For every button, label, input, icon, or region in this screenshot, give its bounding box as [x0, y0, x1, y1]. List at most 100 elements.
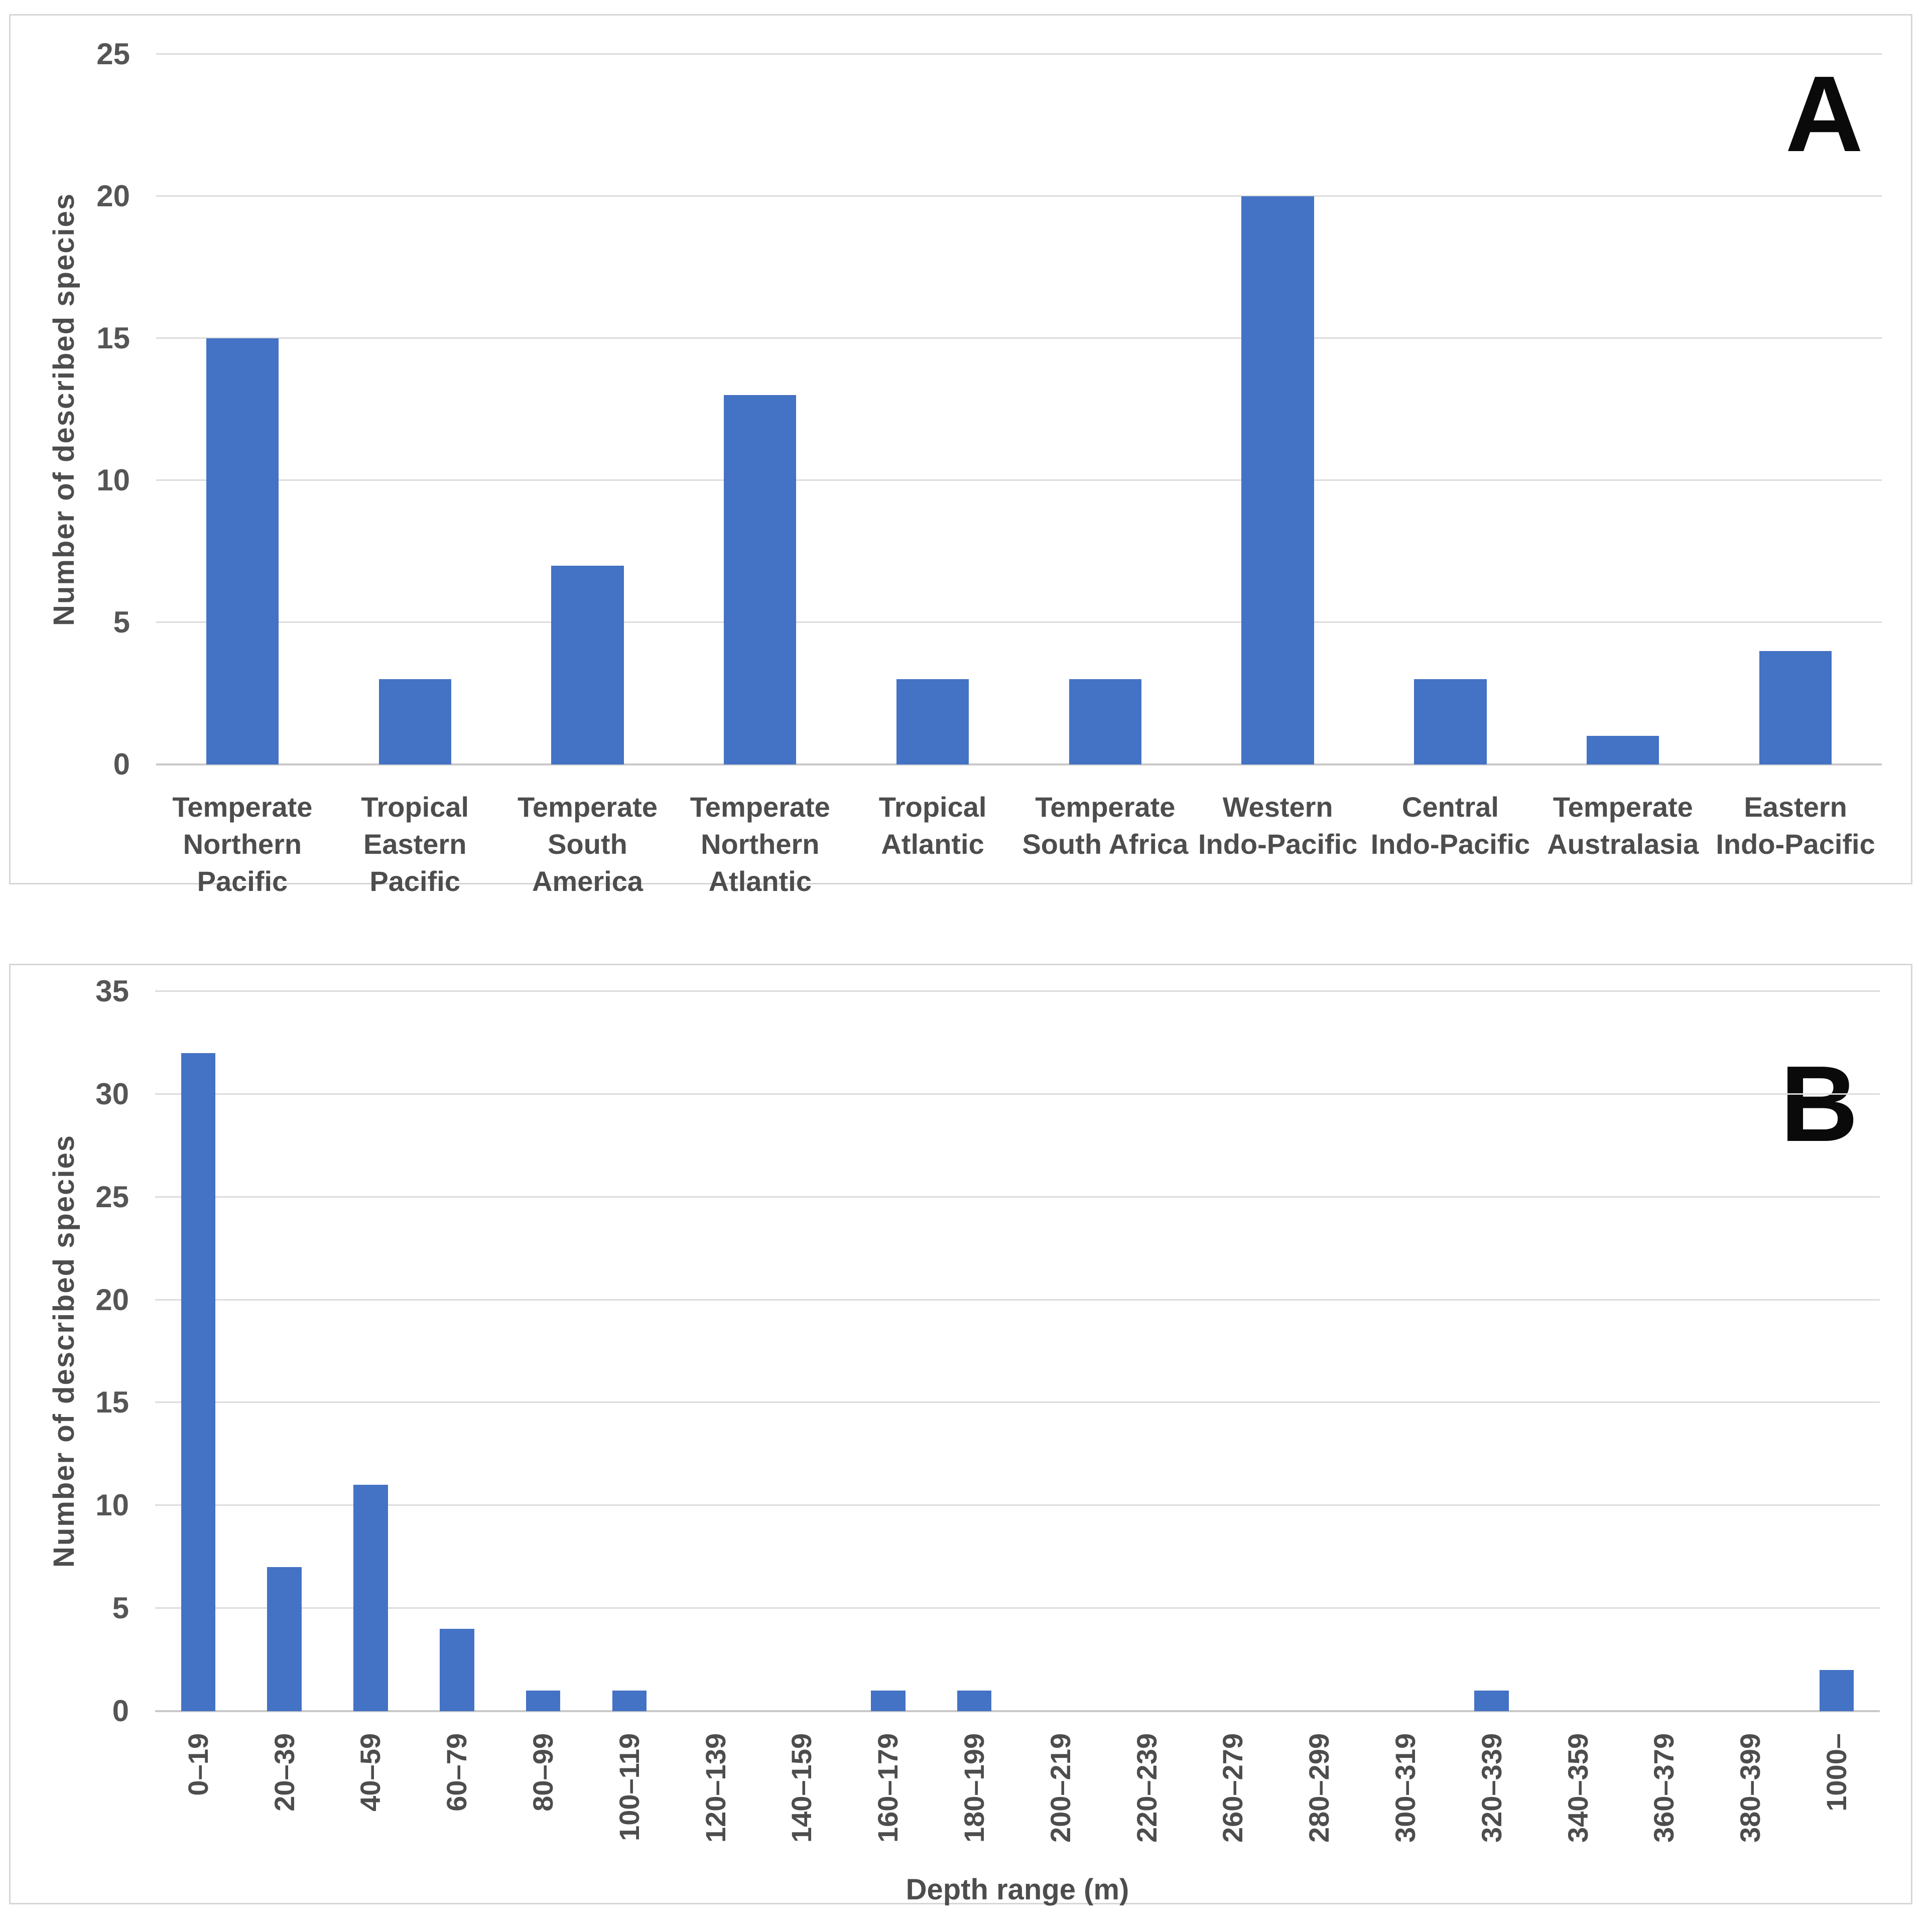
x-tick-label: Temperate Australasia — [1536, 789, 1709, 900]
x-tick-label: 120–139 — [673, 1733, 759, 1884]
x-tick-label-text: 220–239 — [1130, 1733, 1163, 1843]
gridline-20 — [155, 1299, 1880, 1301]
x-tick-label: Temperate Northern Atlantic — [674, 789, 846, 900]
bar-1000– — [1819, 1670, 1854, 1711]
x-tick-label: 200–219 — [1017, 1733, 1104, 1884]
y-tick-label-35: 35 — [95, 974, 129, 1008]
x-tick-label-text: 60–79 — [441, 1733, 473, 1812]
bar-slot — [1190, 991, 1276, 1711]
bar-20–39 — [267, 1567, 302, 1711]
gridline-10 — [155, 1504, 1880, 1506]
bar-slot — [155, 991, 241, 1711]
x-tick-label: 0–19 — [155, 1733, 241, 1884]
y-tick-label-25: 25 — [95, 1180, 129, 1214]
x-tick-label-text: Tropical Eastern Pacific — [361, 791, 469, 897]
bar-slot — [1536, 54, 1709, 764]
bar-40–59 — [353, 1485, 388, 1711]
gridline-25 — [156, 53, 1882, 55]
bar-slot — [500, 991, 586, 1711]
bar-slot — [241, 991, 328, 1711]
bar-slot — [1017, 991, 1104, 1711]
x-tick-label-text: Temperate South America — [517, 791, 658, 897]
bar-slot — [1104, 991, 1190, 1711]
gridline-30 — [155, 1093, 1880, 1095]
bar-slot — [846, 54, 1019, 764]
x-tick-label: 380–399 — [1707, 1733, 1793, 1884]
bar-Tropical Atlantic — [896, 679, 969, 764]
bar-slot — [1192, 54, 1364, 764]
bar-Western Indo-Pacific — [1241, 196, 1314, 764]
x-tick-label: 100–119 — [586, 1733, 673, 1884]
x-tick-label: Eastern Indo-Pacific — [1709, 789, 1882, 900]
gridline-20 — [156, 195, 1882, 197]
x-tick-label: 220–239 — [1104, 1733, 1190, 1884]
y-tick-label-5: 5 — [113, 605, 130, 639]
panel-a-bars — [156, 54, 1882, 764]
y-tick-label-10: 10 — [95, 1488, 129, 1522]
bar-slot — [845, 991, 931, 1711]
bar-slot — [1362, 991, 1449, 1711]
x-tick-label-text: 140–159 — [786, 1733, 818, 1843]
bar-slot — [156, 54, 329, 764]
gridline-5 — [155, 1607, 1880, 1609]
y-tick-label-15: 15 — [96, 321, 130, 355]
x-tick-label-text: 160–179 — [872, 1733, 904, 1843]
x-tick-label-text: 260–279 — [1217, 1733, 1249, 1843]
panel-a-gridlines — [156, 53, 1882, 764]
panel-b: B Number of described species 0 5 10 15 20 25… — [9, 964, 1912, 1906]
bar-slot — [1621, 991, 1708, 1711]
x-tick-label-text: Temperate Australasia — [1547, 791, 1699, 860]
x-tick-label-text: 380–399 — [1734, 1733, 1766, 1843]
panel-a-x-axis-line — [156, 763, 1882, 765]
x-tick-label-text: 40–59 — [354, 1733, 387, 1812]
x-tick-label: 180–199 — [931, 1733, 1017, 1884]
bar-Tropical Eastern Pacific — [378, 679, 451, 764]
x-tick-label: Temperate South Africa — [1019, 789, 1192, 900]
x-tick-label: Western Indo-Pacific — [1192, 789, 1364, 900]
y-tick-label-0: 0 — [113, 747, 130, 781]
bar-Eastern Indo-Pacific — [1759, 651, 1832, 764]
bar-320–339 — [1474, 1691, 1509, 1711]
x-tick-label-text: 200–219 — [1044, 1733, 1076, 1843]
x-tick-label: 320–339 — [1449, 1733, 1535, 1884]
bar-Temperate Northern Atlantic — [724, 395, 797, 764]
x-tick-label: 80–99 — [500, 1733, 586, 1884]
bar-slot — [1535, 991, 1621, 1711]
bar-Temperate Australasia — [1587, 736, 1659, 764]
bar-Temperate South Africa — [1069, 679, 1142, 764]
x-tick-label-text: Western Indo-Pacific — [1198, 791, 1358, 860]
x-tick-label: 140–159 — [759, 1733, 845, 1884]
x-tick-label-text: 280–299 — [1303, 1733, 1335, 1843]
bar-slot — [1276, 991, 1362, 1711]
bar-160–179 — [870, 1691, 906, 1711]
bar-slot — [1449, 991, 1535, 1711]
panel-b-y-axis-title-box: Number of described species — [48, 991, 80, 1711]
panel-b-bars — [155, 991, 1880, 1711]
bar-slot — [1793, 991, 1880, 1711]
bar-100–119 — [612, 1691, 647, 1711]
x-tick-label-text: 0–19 — [182, 1733, 214, 1796]
bar-slot — [586, 991, 673, 1711]
panel-a-x-tick-labels: Temperate Northern Pacific Tropical Easte… — [156, 764, 1882, 900]
panel-a-plot-area: 0 5 10 15 20 25 Temperate Northern Pacific Tro… — [96, 39, 1882, 897]
bar-slot — [328, 991, 414, 1711]
x-tick-label: 340–359 — [1535, 1733, 1621, 1884]
y-tick-label-5: 5 — [112, 1591, 129, 1625]
x-tick-label-text: 1000– — [1821, 1733, 1853, 1812]
x-tick-label: Tropical Eastern Pacific — [329, 789, 501, 900]
x-tick-label: 360–379 — [1621, 1733, 1708, 1884]
panel-b-gridlines — [155, 990, 1880, 1711]
x-tick-label-text: 180–199 — [958, 1733, 990, 1843]
gridline-10 — [156, 479, 1882, 481]
bar-60–79 — [439, 1629, 474, 1711]
x-tick-label-text: 120–139 — [699, 1733, 731, 1843]
x-tick-label-text: 20–39 — [268, 1733, 300, 1812]
bar-slot — [1364, 54, 1537, 764]
bar-Temperate South America — [551, 565, 624, 764]
panel-b-x-axis-title: Depth range (m) — [906, 1873, 1129, 1906]
panel-b-x-axis-line — [155, 1710, 1880, 1712]
panel-b-y-axis-title: Number of described species — [48, 1134, 80, 1568]
panel-a: A Number of described species 0 5 10 15 20 25… — [9, 14, 1912, 897]
y-tick-label-10: 10 — [96, 463, 130, 497]
x-tick-label: 260–279 — [1190, 1733, 1276, 1884]
